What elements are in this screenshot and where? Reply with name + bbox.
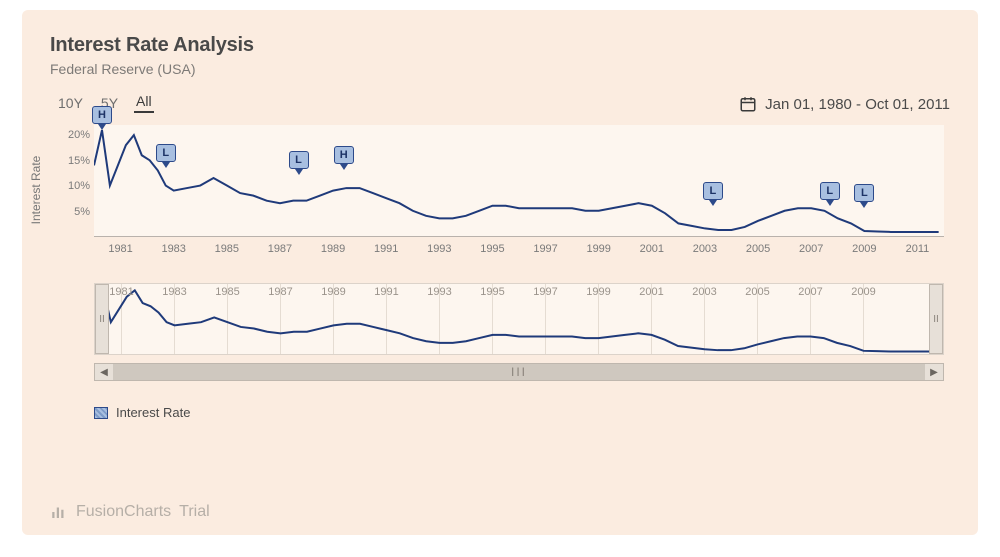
x-tick: 1989: [321, 243, 345, 255]
nav-x-tick: 1999: [586, 286, 610, 298]
date-range-label: Jan 01, 1980 - Oct 01, 2011: [765, 96, 950, 113]
nav-x-tick: 2007: [798, 286, 822, 298]
x-tick: 2001: [640, 243, 664, 255]
chart-title: Interest Rate Analysis: [50, 34, 950, 57]
main-chart[interactable]: Interest Rate 5%10%15%20% HLLHLLL 198119…: [50, 125, 950, 255]
watermark: FusionCharts Trial: [50, 503, 210, 521]
x-tick: 2005: [746, 243, 770, 255]
nav-x-tick: 1997: [533, 286, 557, 298]
y-tick: 10%: [50, 180, 90, 192]
chart-subtitle: Federal Reserve (USA): [50, 61, 950, 77]
brand-icon: [50, 503, 68, 521]
nav-x-tick: 1995: [480, 286, 504, 298]
nav-x-tick: 1987: [268, 286, 292, 298]
chart-panel: Interest Rate Analysis Federal Reserve (…: [22, 10, 978, 535]
nav-x-tick: 1981: [109, 286, 133, 298]
nav-handle-left[interactable]: II: [95, 284, 109, 354]
nav-handle-right[interactable]: II: [929, 284, 943, 354]
plot-area[interactable]: HLLHLLL: [94, 125, 944, 237]
y-tick: 5%: [50, 206, 90, 218]
legend-label: Interest Rate: [116, 405, 190, 420]
nav-x-tick: 1985: [215, 286, 239, 298]
legend-swatch: [94, 407, 108, 419]
event-marker-l[interactable]: L: [820, 182, 840, 206]
x-tick: 1999: [586, 243, 610, 255]
nav-x-tick: 2003: [692, 286, 716, 298]
range-button-10y[interactable]: 10Y: [56, 93, 85, 113]
x-tick: 1991: [374, 243, 398, 255]
calendar-icon: [739, 95, 757, 113]
nav-x-tick: 1989: [321, 286, 345, 298]
x-tick: 2011: [906, 243, 930, 255]
x-tick: 1993: [427, 243, 451, 255]
event-marker-h[interactable]: H: [334, 146, 354, 170]
y-tick: 20%: [50, 129, 90, 141]
scrollbar-grip[interactable]: III: [511, 365, 527, 379]
scrollbar-right-arrow[interactable]: ▶: [925, 364, 943, 380]
x-tick: 1995: [480, 243, 504, 255]
event-marker-l[interactable]: L: [854, 184, 874, 208]
nav-x-tick: 2005: [745, 286, 769, 298]
x-tick: 2009: [852, 243, 876, 255]
navigator[interactable]: 1981 1983 1985 1987 1989 1991 1993 1995 1997 1999…: [50, 283, 950, 355]
nav-x-tick: 2009: [851, 286, 875, 298]
x-tick: 1985: [215, 243, 239, 255]
nav-x-tick: 1993: [427, 286, 451, 298]
nav-scrollbar[interactable]: ◀ III ▶: [94, 363, 944, 381]
brand-name: FusionCharts: [76, 503, 171, 521]
date-range-picker[interactable]: Jan 01, 1980 - Oct 01, 2011: [739, 95, 950, 113]
range-button-all[interactable]: All: [134, 91, 154, 113]
x-tick: 1981: [108, 243, 132, 255]
brand-suffix: Trial: [179, 503, 210, 521]
x-tick: 1997: [533, 243, 557, 255]
event-marker-h[interactable]: H: [92, 106, 112, 130]
x-tick: 1987: [268, 243, 292, 255]
nav-x-tick: 2001: [639, 286, 663, 298]
x-tick: 2007: [799, 243, 823, 255]
scrollbar-left-arrow[interactable]: ◀: [95, 364, 113, 380]
event-marker-l[interactable]: L: [156, 144, 176, 168]
x-tick: 2003: [693, 243, 717, 255]
event-marker-l[interactable]: L: [703, 182, 723, 206]
event-marker-l[interactable]: L: [289, 151, 309, 175]
nav-x-tick: 1991: [374, 286, 398, 298]
x-tick: 1983: [161, 243, 185, 255]
legend: Interest Rate: [94, 405, 950, 420]
y-axis-label: Interest Rate: [29, 156, 43, 225]
nav-x-tick: 1983: [162, 286, 186, 298]
y-tick: 15%: [50, 155, 90, 167]
